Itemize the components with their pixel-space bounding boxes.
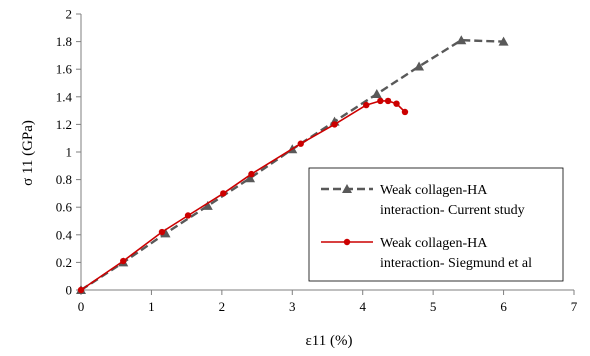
legend-label: Weak collagen-HA (380, 236, 488, 251)
circle-marker (297, 140, 304, 147)
x-tick-label: 7 (571, 299, 578, 314)
triangle-marker (498, 36, 509, 46)
circle-marker (384, 97, 392, 105)
triangle-marker (160, 228, 171, 238)
legend: Weak collagen-HA interaction- Current stu… (308, 167, 564, 282)
legend-marker (342, 184, 352, 193)
x-tick-label: 0 (78, 299, 85, 314)
x-tick-label: 4 (359, 299, 366, 314)
y-axis-title: σ 11 (GPa) (20, 120, 36, 186)
triangle-marker (202, 200, 213, 210)
circle-marker (77, 286, 85, 294)
circle-marker (158, 228, 166, 236)
legend-box (308, 167, 564, 282)
series-layer (76, 35, 509, 294)
legend-label: interaction- Current study (380, 203, 525, 218)
y-tick-label: 0.6 (56, 200, 73, 215)
legend-label: interaction- Siegmund et al (380, 256, 532, 271)
x-tick-label: 5 (430, 299, 437, 314)
axes: 0 0.2 0.4 0.6 0.8 1 1.2 1.4 1.6 1.8 2 0 1 2 3 4 5 6 7 (56, 7, 578, 315)
y-tick-label: 0.4 (56, 227, 73, 242)
y-tick-label: 1.8 (56, 34, 72, 49)
x-tick-label: 2 (219, 299, 226, 314)
circle-marker (393, 100, 400, 107)
x-tick-label: 3 (289, 299, 296, 314)
circle-marker (331, 121, 338, 128)
y-tick-label: 0.2 (56, 255, 72, 270)
y-tick-label: 1.6 (56, 62, 73, 77)
y-tick-label: 1.2 (56, 117, 72, 132)
circle-marker (248, 170, 255, 178)
x-tick-label: 1 (148, 299, 155, 314)
circle-marker (401, 108, 409, 116)
y-tick-label: 0.8 (56, 172, 72, 187)
x-axis-title: ε11 (%) (306, 333, 353, 349)
circle-marker (184, 212, 192, 219)
legend-marker (343, 238, 351, 246)
circle-marker (363, 101, 370, 109)
x-tick-label: 6 (500, 299, 507, 314)
y-tick-label: 0 (66, 283, 73, 298)
triangle-marker (245, 173, 256, 183)
circle-marker (220, 190, 227, 197)
legend-label: Weak collagen-HA (380, 183, 488, 198)
triangle-marker (456, 35, 467, 45)
circle-marker (377, 97, 384, 105)
series-2 (77, 97, 409, 294)
y-tick-label: 1 (66, 145, 73, 160)
y-tick-label: 2 (66, 7, 73, 22)
circle-marker (120, 257, 127, 265)
y-tick-label: 1.4 (56, 89, 73, 104)
triangle-marker (371, 89, 382, 99)
triangle-marker (414, 61, 425, 71)
